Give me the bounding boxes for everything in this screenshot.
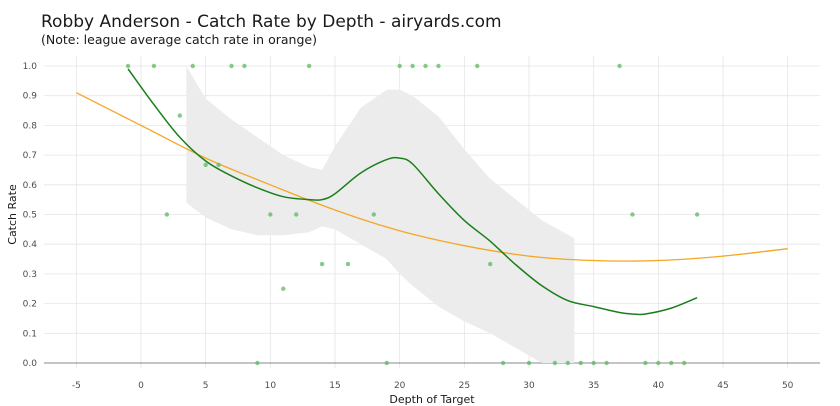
- data-point: [643, 360, 648, 366]
- league-average-curve: [76, 92, 788, 262]
- y-tick-label: 0.7: [23, 151, 37, 161]
- data-point: [151, 63, 157, 69]
- x-tick-label: 50: [782, 381, 794, 391]
- x-tick-label: 45: [717, 381, 728, 391]
- data-point: [216, 162, 221, 168]
- data-point: [177, 113, 182, 118]
- y-axis-title: Catch Rate: [6, 184, 19, 245]
- chart-subtitle: (Note: league average catch rate in oran…: [41, 32, 317, 47]
- data-point: [630, 212, 635, 217]
- data-point: [345, 261, 351, 267]
- data-point: [423, 63, 428, 69]
- y-tick-label: 0.6: [23, 181, 38, 191]
- y-tick-label: 0.1: [23, 329, 37, 339]
- player-catch-rate-curve: [127, 68, 698, 316]
- y-tick-label: 0.3: [23, 270, 37, 280]
- data-point: [281, 286, 286, 291]
- data-point: [229, 63, 234, 69]
- data-point: [384, 360, 389, 366]
- data-point: [669, 360, 674, 366]
- data-point: [591, 360, 596, 366]
- y-tick-label: 0.0: [23, 359, 38, 369]
- x-tick-label: 20: [394, 381, 406, 391]
- x-tick-label: 10: [265, 381, 277, 391]
- data-point: [125, 63, 131, 69]
- data-point: [242, 63, 247, 69]
- y-tick-label: 0.9: [23, 92, 38, 102]
- data-point: [397, 63, 402, 69]
- x-tick-label: -5: [72, 381, 81, 391]
- data-point: [255, 360, 260, 366]
- data-point: [164, 212, 170, 217]
- x-tick-label: 25: [459, 381, 470, 391]
- x-tick-label: 15: [329, 381, 340, 391]
- chart-title: Robby Anderson - Catch Rate by Depth - a…: [41, 12, 502, 32]
- x-tick-label: 5: [203, 381, 209, 391]
- data-point: [203, 162, 208, 168]
- y-tick-label: 0.8: [23, 121, 38, 131]
- data-point: [319, 261, 325, 267]
- data-point: [526, 360, 532, 366]
- data-point: [604, 360, 609, 366]
- x-axis-title: Depth of Target: [389, 393, 475, 406]
- data-point: [500, 360, 506, 366]
- data-point: [694, 212, 700, 217]
- y-tick-label: 0.2: [23, 300, 37, 310]
- data-point: [682, 360, 687, 366]
- data-point: [656, 360, 661, 366]
- y-tick-label: 0.5: [23, 211, 37, 221]
- y-tick-label: 0.4: [23, 240, 38, 250]
- data-point: [306, 63, 312, 69]
- x-tick-label: 35: [588, 381, 599, 391]
- x-tick-label: 30: [523, 381, 535, 391]
- data-point: [436, 63, 441, 69]
- x-tick-label: 40: [653, 381, 665, 391]
- data-point: [190, 63, 195, 69]
- data-point: [294, 212, 299, 217]
- x-tick-label: 0: [138, 381, 144, 391]
- data-point: [565, 360, 570, 366]
- data-point: [410, 63, 415, 69]
- data-point: [268, 212, 273, 217]
- data-point: [617, 63, 622, 69]
- data-point: [552, 360, 558, 366]
- confidence-band: [186, 66, 575, 363]
- data-point: [475, 63, 480, 69]
- data-point: [488, 261, 493, 267]
- y-tick-label: 1.0: [23, 62, 38, 72]
- data-point: [578, 360, 583, 366]
- data-point: [371, 212, 376, 217]
